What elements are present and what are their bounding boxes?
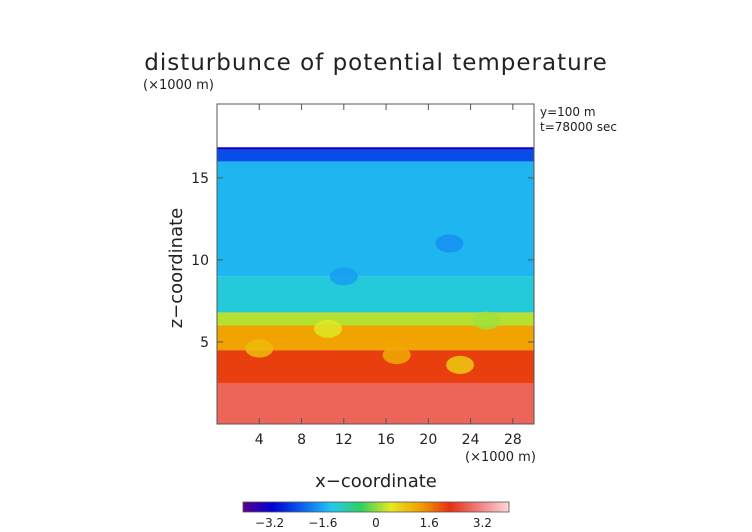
- field-band: [217, 350, 534, 383]
- field-feature: [472, 311, 501, 330]
- y-tick-label: 5: [200, 335, 209, 351]
- field-band: [217, 312, 534, 326]
- field-feature: [245, 339, 274, 358]
- x-axis: 4 8 12 16 20 24 28: [255, 104, 522, 448]
- field-band: [217, 382, 534, 424]
- field-feature: [329, 267, 358, 286]
- y-axis-label: z−coordinate: [166, 208, 187, 329]
- plot-frame: [216, 103, 535, 425]
- colorbar-tick-label: 0: [372, 516, 380, 530]
- annotation: y=100 m: [540, 105, 596, 119]
- x-tick-label: 28: [504, 432, 522, 448]
- field-feature: [313, 319, 342, 338]
- field-feature: [435, 234, 464, 253]
- y-tick-label: 10: [191, 253, 209, 269]
- x-tick-label: 20: [419, 432, 437, 448]
- field-feature: [446, 355, 475, 374]
- colorbar-ticks: −3.2 −1.6 0 1.6 3.2: [255, 516, 492, 530]
- colorbar-tick-label: −1.6: [308, 516, 337, 530]
- y-axis: 5 10 15: [191, 171, 534, 351]
- field-band: [217, 161, 534, 277]
- empty-region: [217, 104, 534, 149]
- x-tick-label: 24: [462, 432, 480, 448]
- field-band: [217, 276, 534, 313]
- y-tick-label: 15: [191, 171, 209, 187]
- y-axis-unit: (×1000 m): [143, 78, 214, 93]
- x-tick-label: 16: [377, 432, 395, 448]
- colorbar-tick-label: −3.2: [255, 516, 284, 530]
- x-axis-unit: (×1000 m): [465, 450, 536, 465]
- x-axis-label: x−coordinate: [315, 471, 437, 492]
- field-feature: [382, 346, 411, 365]
- chart-title: disturbunce of potential temperature: [144, 50, 608, 76]
- contour-field: [217, 104, 534, 424]
- colorbar-tick-label: 3.2: [473, 516, 492, 530]
- annotations: y=100 mt=78000 sec: [540, 105, 617, 134]
- annotation: t=78000 sec: [540, 120, 617, 134]
- x-tick-label: 4: [255, 432, 264, 448]
- colorbar: [242, 501, 510, 513]
- x-tick-label: 8: [297, 432, 306, 448]
- field-band: [217, 148, 534, 162]
- colorbar-tick-label: 1.6: [420, 516, 439, 530]
- x-tick-label: 12: [335, 432, 353, 448]
